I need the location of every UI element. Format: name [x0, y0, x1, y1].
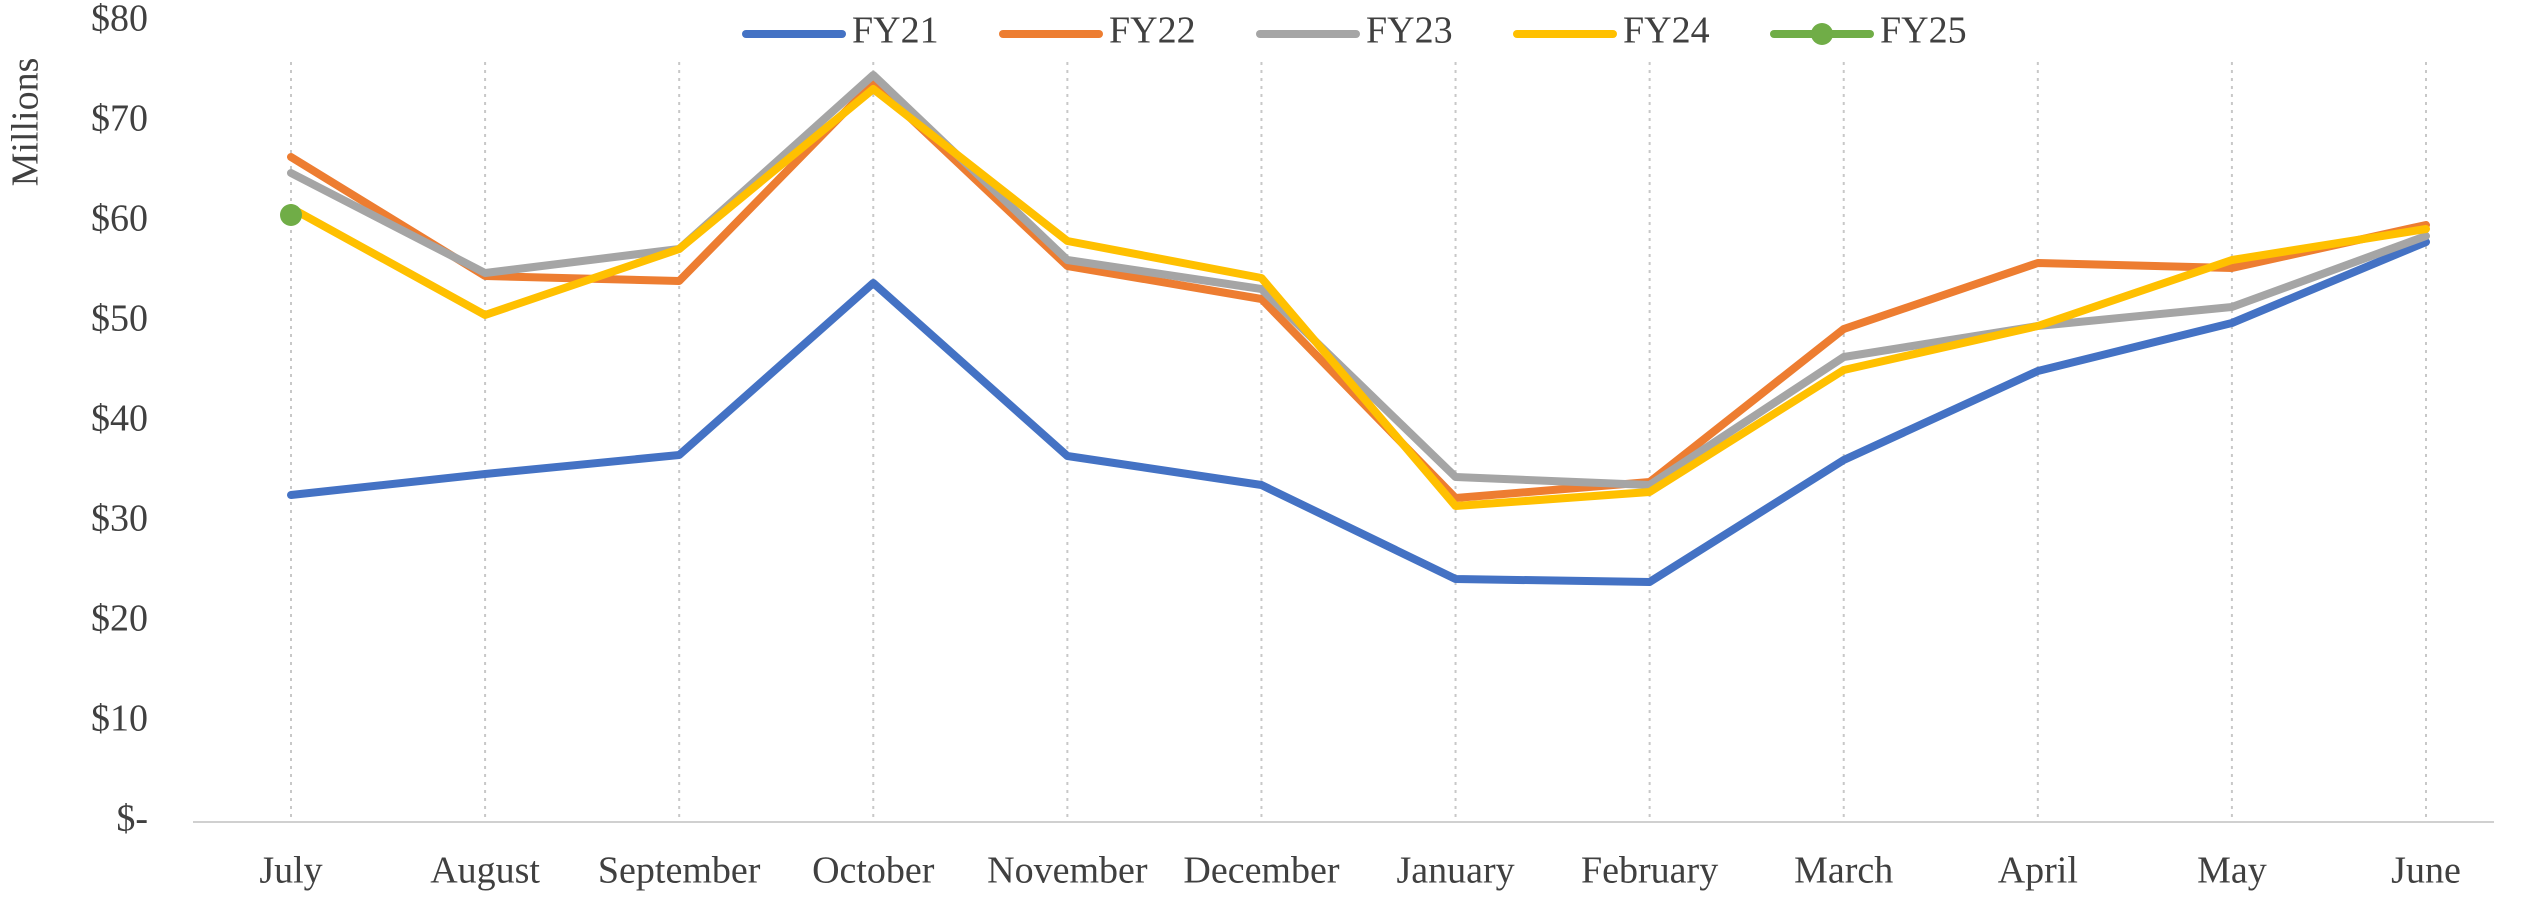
y-tick-label: $30 [91, 498, 148, 540]
x-tick-label: March [1794, 850, 1893, 892]
y-tick-label: $80 [91, 0, 148, 40]
legend-label: FY23 [1366, 10, 1453, 52]
y-tick-label: $40 [91, 398, 148, 440]
legend-label: FY22 [1109, 10, 1196, 52]
x-tick-label: November [987, 850, 1148, 892]
y-axis-title: Millions [5, 58, 47, 187]
y-tick-label: $20 [91, 598, 148, 640]
x-tick-label: June [2391, 850, 2461, 892]
legend-label: FY21 [852, 10, 939, 52]
series-line [287, 238, 2430, 586]
y-tick-label: $50 [91, 298, 148, 340]
legend-label: FY25 [1880, 10, 1967, 52]
y-tick-label: $70 [91, 98, 148, 140]
y-tick-label: $10 [91, 698, 148, 740]
series-line [287, 71, 2430, 489]
series-marker [280, 204, 302, 226]
legend-label: FY24 [1623, 10, 1710, 52]
x-tick-label: April [1998, 850, 2078, 892]
x-tick-label: February [1581, 850, 1718, 892]
x-tick-label: December [1183, 850, 1339, 892]
x-tick-label: September [598, 850, 761, 892]
series-line [287, 85, 2430, 510]
x-tick-label: January [1396, 850, 1514, 892]
series-line [287, 79, 2430, 502]
x-tick-label: July [259, 850, 322, 892]
y-tick-label: $60 [91, 198, 148, 240]
legend-marker [1811, 23, 1833, 45]
x-tick-label: August [430, 850, 540, 892]
y-tick-label: $- [116, 798, 148, 840]
x-tick-label: October [812, 850, 935, 892]
x-tick-label: May [2197, 850, 2267, 892]
